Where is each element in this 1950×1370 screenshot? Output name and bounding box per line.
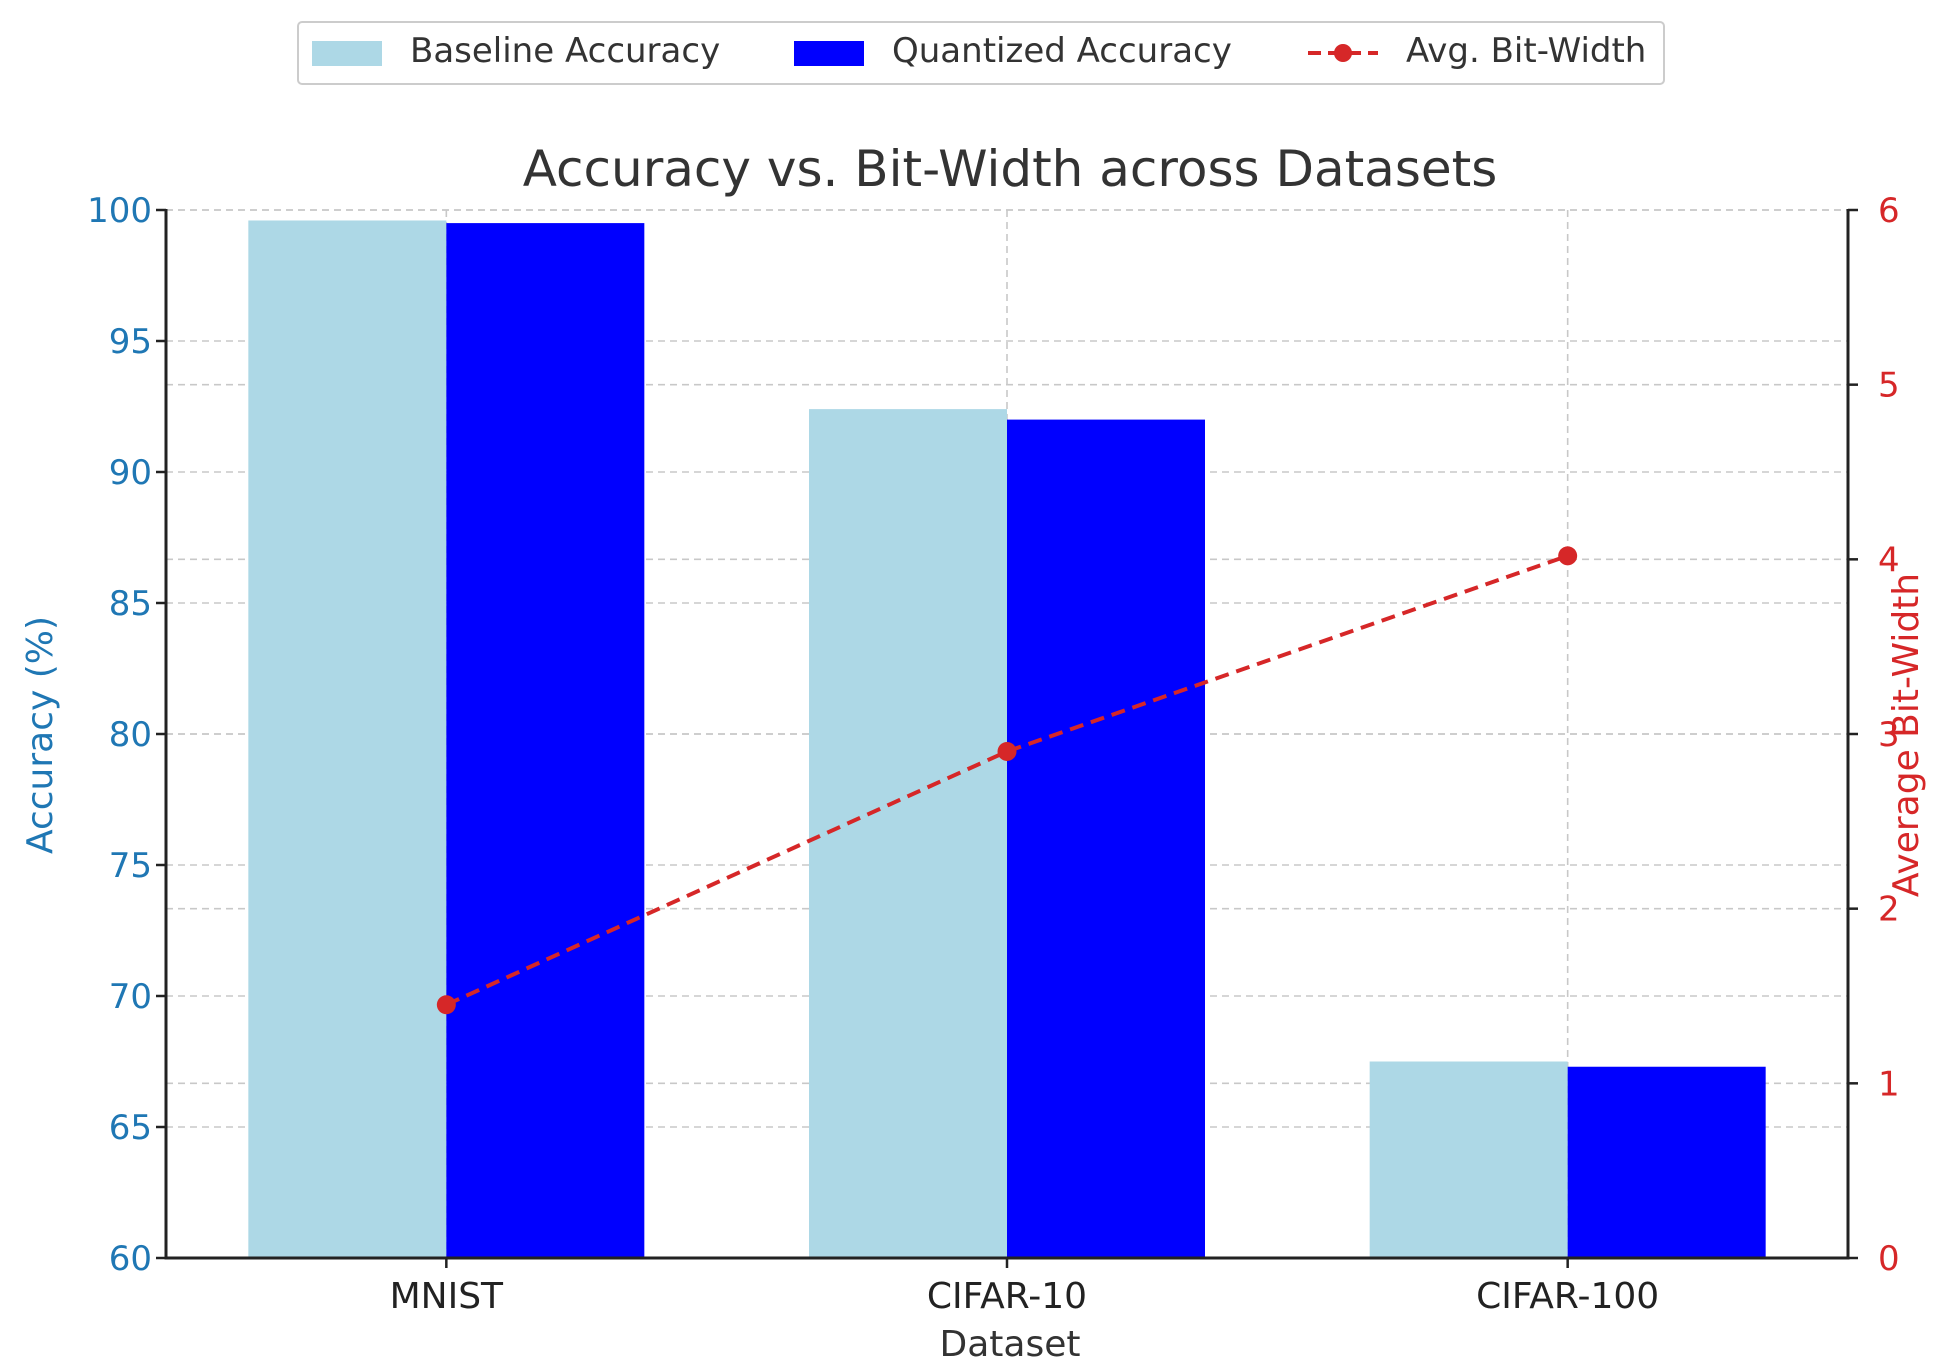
bars (248, 220, 1766, 1259)
legend-marker-bitwidth (1334, 44, 1352, 62)
left-tick-label-60: 60 (109, 1239, 152, 1279)
right-tick-label-2: 2 (1878, 890, 1900, 930)
y2-axis-label: Average Bit-Width (1886, 573, 1927, 897)
left-tick-label-100: 100 (87, 191, 152, 231)
left-tick-label-95: 95 (109, 322, 152, 362)
bitwidth-line-series (436, 546, 1578, 1015)
left-tick-label-85: 85 (109, 584, 152, 624)
right-tick-label-4: 4 (1878, 540, 1900, 580)
bar-quantized-accuracy-mnist (446, 223, 645, 1259)
left-tick-label-80: 80 (109, 715, 152, 755)
bar-baseline-accuracy-cifar-10 (809, 409, 1007, 1258)
x-axis-label: Dataset (940, 1324, 1081, 1365)
legend-swatch-baseline (312, 41, 382, 66)
right-tick-label-0: 0 (1878, 1239, 1900, 1279)
right-axis-ticks: 0 1 2 3 4 5 6 (1848, 191, 1900, 1279)
legend-swatch-quantized (794, 41, 864, 66)
legend-frame (297, 21, 1665, 85)
right-tick-label-3: 3 (1878, 715, 1900, 755)
bitwidth-line (445, 553, 1569, 1007)
y-axis-label: Accuracy (%) (20, 616, 61, 854)
legend-label-quantized: Quantized Accuracy (892, 31, 1232, 71)
left-tick-label-65: 65 (109, 1108, 152, 1148)
chart-title: Accuracy vs. Bit-Width across Datasets (523, 140, 1498, 198)
bar-baseline-accuracy-mnist (248, 220, 447, 1259)
x-tick-label-cifar-100: CIFAR-100 (1476, 1276, 1659, 1317)
left-tick-label-75: 75 (109, 846, 152, 886)
right-tick-label-1: 1 (1878, 1064, 1900, 1104)
legend-label-bitwidth: Avg. Bit-Width (1406, 31, 1646, 71)
bitwidth-point-mnist (436, 995, 456, 1015)
legend: Baseline Accuracy Quantized Accuracy Avg… (297, 21, 1665, 85)
x-tick-label-cifar-10: CIFAR-10 (927, 1276, 1087, 1317)
left-tick-label-70: 70 (109, 977, 152, 1017)
bar-quantized-accuracy-cifar-10 (1007, 419, 1205, 1259)
bar-baseline-accuracy-cifar-100 (1369, 1061, 1568, 1258)
bitwidth-point-cifar-100 (1558, 546, 1578, 566)
left-tick-label-90: 90 (109, 453, 152, 493)
bar-quantized-accuracy-cifar-100 (1567, 1066, 1766, 1258)
right-tick-label-5: 5 (1878, 366, 1900, 406)
right-tick-label-6: 6 (1878, 191, 1900, 231)
x-tick-label-mnist: MNIST (390, 1276, 504, 1317)
legend-label-baseline: Baseline Accuracy (410, 31, 720, 71)
bitwidth-point-cifar-10 (997, 741, 1017, 761)
x-axis-ticks: MNIST CIFAR-10 CIFAR-100 (390, 1258, 1659, 1317)
left-axis-ticks: 60 65 70 75 80 85 90 95 100 (87, 191, 166, 1279)
